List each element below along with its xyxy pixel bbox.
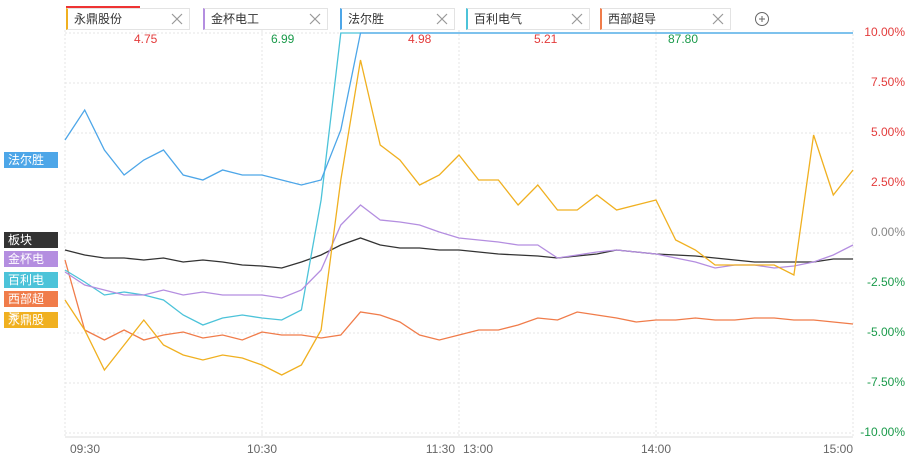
tab-name: 金杯电工	[211, 12, 260, 26]
series-line	[64, 59, 854, 376]
stock-tab[interactable]: 百利电气 5.21	[466, 8, 590, 46]
close-x	[571, 13, 583, 25]
add-stock[interactable]	[754, 11, 770, 27]
series-tag: 百利电气	[4, 272, 58, 303]
close-x	[436, 13, 448, 25]
close-x	[712, 13, 724, 25]
x-tick-label: 13:00	[463, 442, 493, 456]
x-tick-label: 10:30	[247, 442, 277, 456]
series-tag: 永鼎股份	[4, 312, 58, 343]
add-plus	[759, 16, 765, 22]
series-line	[64, 259, 854, 341]
y-tick-label: 5.00%	[871, 125, 905, 139]
series-tag: 金杯电工	[4, 251, 58, 282]
close-icon[interactable]	[436, 13, 448, 25]
tab-price: 6.99	[271, 32, 295, 46]
stock-tab[interactable]: 法尔胜 4.98	[340, 8, 455, 46]
y-tick-label: 2.50%	[871, 175, 905, 189]
close-icon[interactable]	[309, 13, 321, 25]
y-tick-label: -2.50%	[867, 275, 905, 289]
y-tick-label: 7.50%	[871, 75, 905, 89]
close-x	[309, 13, 321, 25]
series-tag: 西部超导	[4, 291, 58, 322]
add-circle	[755, 12, 769, 26]
close-x	[171, 13, 183, 25]
x-tick-label: 09:30	[70, 442, 100, 456]
stock-tab[interactable]: 金杯电工 6.99	[203, 8, 328, 46]
stock-tab[interactable]: 永鼎股份 4.75	[66, 6, 190, 46]
series-line	[64, 204, 854, 299]
tab-price: 4.75	[134, 32, 158, 46]
y-tick-label: 10.00%	[864, 25, 905, 39]
close-icon[interactable]	[712, 13, 724, 25]
y-tick-label: 0.00%	[871, 225, 905, 239]
stock-tab[interactable]: 西部超导 87.80	[600, 8, 731, 46]
tab-price: 87.80	[668, 32, 699, 46]
y-tick-label: -7.50%	[867, 375, 905, 389]
close-icon[interactable]	[171, 13, 183, 25]
tab-name: 百利电气	[474, 12, 523, 26]
tab-price: 4.98	[408, 32, 432, 46]
tab-name: 永鼎股份	[74, 12, 123, 26]
tab-name: 西部超导	[608, 12, 657, 26]
x-tick-label: 14:00	[641, 442, 671, 456]
series-tag: 法尔胜	[4, 152, 58, 168]
series-tag: 板块	[4, 232, 58, 248]
tab-name: 法尔胜	[348, 12, 385, 26]
y-tick-label: -10.00%	[860, 425, 905, 439]
x-tick-label: 15:00	[823, 442, 853, 456]
tab-price: 5.21	[534, 32, 558, 46]
series-line	[64, 237, 853, 269]
x-tick-label: 11:30	[426, 442, 455, 456]
close-icon[interactable]	[571, 13, 583, 25]
y-tick-label: -5.00%	[867, 325, 905, 339]
series-line	[64, 32, 853, 186]
